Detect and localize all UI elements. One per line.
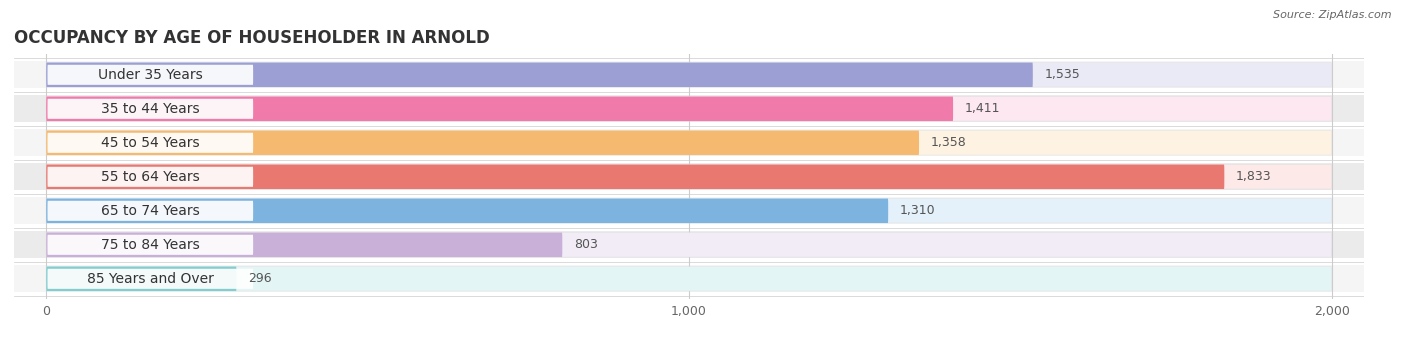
FancyBboxPatch shape	[46, 165, 1331, 189]
FancyBboxPatch shape	[48, 133, 253, 153]
FancyBboxPatch shape	[48, 201, 253, 221]
Text: 1,358: 1,358	[931, 136, 966, 149]
FancyBboxPatch shape	[14, 61, 1364, 88]
FancyBboxPatch shape	[46, 233, 562, 257]
FancyBboxPatch shape	[46, 97, 953, 121]
FancyBboxPatch shape	[46, 97, 1331, 121]
FancyBboxPatch shape	[48, 269, 253, 289]
Text: 35 to 44 Years: 35 to 44 Years	[101, 102, 200, 116]
Text: 45 to 54 Years: 45 to 54 Years	[101, 136, 200, 150]
Text: 296: 296	[247, 272, 271, 285]
FancyBboxPatch shape	[14, 265, 1364, 292]
Text: 75 to 84 Years: 75 to 84 Years	[101, 238, 200, 252]
FancyBboxPatch shape	[48, 235, 253, 255]
Text: Source: ZipAtlas.com: Source: ZipAtlas.com	[1274, 10, 1392, 20]
Text: 1,310: 1,310	[900, 204, 935, 217]
FancyBboxPatch shape	[48, 99, 253, 119]
FancyBboxPatch shape	[46, 63, 1033, 87]
FancyBboxPatch shape	[14, 95, 1364, 122]
Text: Under 35 Years: Under 35 Years	[98, 68, 202, 82]
Text: 85 Years and Over: 85 Years and Over	[87, 272, 214, 286]
Text: 1,411: 1,411	[965, 102, 1000, 115]
FancyBboxPatch shape	[14, 163, 1364, 190]
FancyBboxPatch shape	[46, 199, 889, 223]
FancyBboxPatch shape	[48, 65, 253, 85]
FancyBboxPatch shape	[46, 199, 1331, 223]
Text: 65 to 74 Years: 65 to 74 Years	[101, 204, 200, 218]
FancyBboxPatch shape	[46, 63, 1331, 87]
FancyBboxPatch shape	[46, 131, 1331, 155]
FancyBboxPatch shape	[14, 231, 1364, 258]
Text: 1,535: 1,535	[1045, 68, 1080, 81]
FancyBboxPatch shape	[48, 167, 253, 187]
FancyBboxPatch shape	[46, 267, 236, 291]
Text: 1,833: 1,833	[1236, 170, 1271, 183]
Text: OCCUPANCY BY AGE OF HOUSEHOLDER IN ARNOLD: OCCUPANCY BY AGE OF HOUSEHOLDER IN ARNOL…	[14, 29, 489, 47]
Text: 803: 803	[574, 238, 598, 251]
FancyBboxPatch shape	[46, 267, 1331, 291]
FancyBboxPatch shape	[46, 165, 1225, 189]
FancyBboxPatch shape	[14, 197, 1364, 224]
FancyBboxPatch shape	[46, 233, 1331, 257]
FancyBboxPatch shape	[14, 129, 1364, 156]
FancyBboxPatch shape	[46, 131, 920, 155]
Text: 55 to 64 Years: 55 to 64 Years	[101, 170, 200, 184]
